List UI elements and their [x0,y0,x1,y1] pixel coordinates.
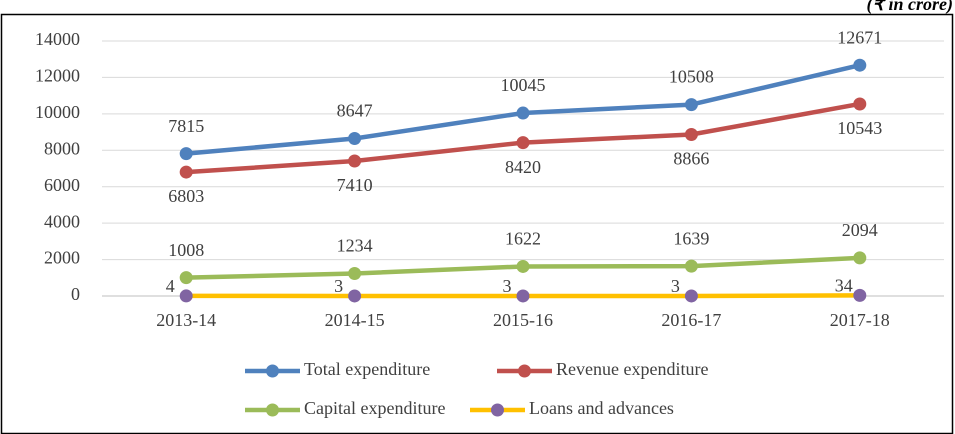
data-label: 3 [503,276,512,296]
y-tick-label: 14000 [35,29,80,49]
data-label: 2094 [842,220,878,240]
legend-marker [491,403,504,417]
legend-label: Revenue expenditure [556,359,708,379]
y-tick-label: 2000 [44,248,80,268]
marker [516,259,530,273]
marker [179,147,193,161]
legend-label: Loans and advances [529,398,674,418]
legend-marker [266,364,279,378]
marker [853,288,867,302]
data-label: 8866 [673,149,709,169]
data-label: 6803 [168,186,204,206]
data-label: 4 [166,276,175,296]
x-tick-label: 2017-18 [830,310,890,330]
chart-border [0,13,954,434]
marker [516,106,530,120]
data-label: 10543 [837,118,882,138]
data-label: 1639 [673,228,709,248]
marker [348,289,362,303]
marker [348,267,362,281]
legend-marker [266,403,279,417]
data-label: 8420 [505,157,541,177]
data-label: 1008 [168,240,204,260]
marker [684,259,698,273]
y-tick-label: 0 [71,284,80,304]
marker [179,289,193,303]
data-label: 10045 [501,75,546,95]
marker [179,271,193,285]
marker [853,251,867,265]
data-label: 7410 [337,175,373,195]
data-label: 3 [334,276,343,296]
marker [853,97,867,111]
unit-note: (₹ in crore) [867,0,953,15]
y-tick-label: 8000 [44,138,80,158]
data-label: 12671 [837,27,882,47]
data-label: 8647 [337,101,373,121]
data-label: 1622 [505,229,541,249]
data-label: 7815 [168,116,204,136]
marker [179,165,193,179]
marker [516,289,530,303]
y-tick-label: 10000 [35,102,80,122]
legend-marker [518,364,531,378]
legend-label: Capital expenditure [304,398,445,418]
marker [853,58,867,72]
data-label: 34 [835,276,853,296]
y-tick-label: 6000 [44,175,80,195]
data-label: 1234 [337,236,373,256]
marker [516,136,530,150]
marker [684,128,698,142]
x-tick-label: 2014-15 [325,310,385,330]
x-tick-label: 2015-16 [493,310,553,330]
y-tick-label: 12000 [35,66,80,86]
marker [348,132,362,146]
marker [684,289,698,303]
marker [348,154,362,168]
marker [684,98,698,112]
x-tick-label: 2013-14 [156,310,216,330]
data-label: 3 [671,276,680,296]
y-tick-label: 4000 [44,211,80,231]
data-label: 10508 [669,67,714,87]
legend-label: Total expenditure [304,359,430,379]
x-tick-label: 2016-17 [661,310,721,330]
